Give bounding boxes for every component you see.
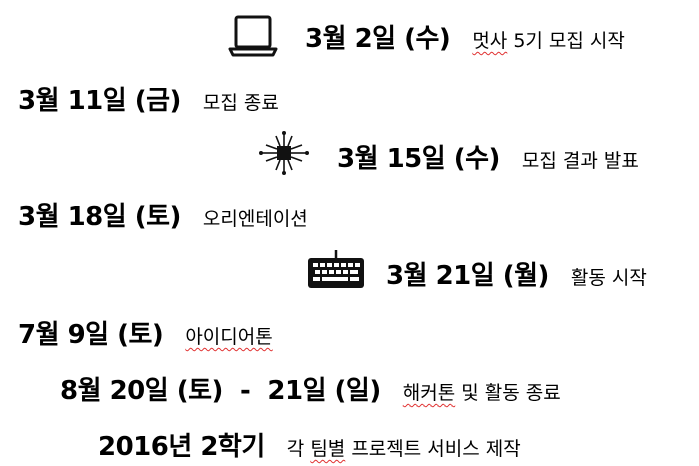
timeline-desc: 오리엔테이션 (202, 208, 308, 230)
circuit-icon (258, 130, 310, 176)
laptop-icon (228, 13, 278, 59)
timeline-desc: 해커톤 및 활동 종료 (402, 382, 561, 404)
timeline-desc: 각 팀별 프로젝트 서비스 제작 (286, 438, 521, 460)
timeline-item-second-semester: 2016년 2학기 각 팀별 프로젝트 서비스 제작 (98, 426, 521, 463)
keyboard-icon (306, 248, 366, 290)
timeline-date: 3월 18일 (토) (18, 202, 181, 232)
timeline-date: 3월 11일 (금) (18, 86, 181, 116)
timeline-item-orientation: 3월 18일 (토) 오리엔테이션 (18, 196, 308, 233)
timeline-item-results: 3월 15일 (수) 모집 결과 발표 (337, 138, 639, 175)
timeline-date: 8월 20일 (토) - 21일 (일) (60, 376, 381, 406)
timeline-date: 3월 2일 (수) (305, 24, 451, 54)
timeline-item-recruit-start: 3월 2일 (수) 멋사 5기 모집 시작 (305, 18, 625, 55)
timeline-date: 2016년 2학기 (98, 432, 265, 462)
timeline-desc: 아이디어톤 (185, 326, 273, 348)
timeline-item-hackathon: 8월 20일 (토) - 21일 (일) 해커톤 및 활동 종료 (60, 370, 561, 407)
timeline-date: 3월 15일 (수) (337, 144, 500, 174)
timeline-desc: 모집 결과 발표 (521, 150, 639, 172)
timeline-desc: 활동 시작 (570, 267, 647, 289)
timeline-date: 3월 21일 (월) (386, 261, 549, 291)
timeline-item-ideathon: 7월 9일 (토) 아이디어톤 (18, 314, 273, 351)
timeline-desc: 모집 종료 (202, 92, 279, 114)
timeline-item-recruit-end: 3월 11일 (금) 모집 종료 (18, 80, 279, 117)
timeline-date: 7월 9일 (토) (18, 320, 164, 350)
timeline-item-activity-start: 3월 21일 (월) 활동 시작 (386, 255, 647, 292)
timeline-desc: 멋사 5기 모집 시작 (472, 30, 625, 52)
